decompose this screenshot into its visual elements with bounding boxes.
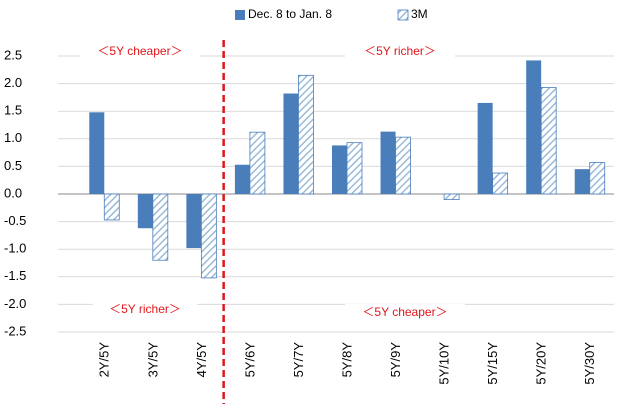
- annotation: ＜5Y cheaper＞: [362, 305, 447, 319]
- bar: [152, 193, 169, 261]
- y-tick-label: -0.5: [4, 213, 26, 228]
- y-tick-label: 1.0: [4, 130, 22, 145]
- x-tick-label: 5Y/20Y: [534, 342, 549, 385]
- bar: [477, 102, 493, 194]
- bar: [540, 87, 557, 195]
- x-tick-label: 5Y/15Y: [485, 342, 500, 385]
- legend-label: Dec. 8 to Jan. 8: [248, 7, 332, 21]
- y-tick-label: -1.0: [4, 241, 26, 256]
- annotation: ＜5Y cheaper＞: [97, 44, 182, 58]
- bar: [89, 112, 105, 194]
- x-tick-label: 4Y/5Y: [194, 342, 209, 378]
- bar: [443, 193, 460, 200]
- x-tick-label: 5Y/7Y: [291, 342, 306, 378]
- annotation: ＜5Y richer＞: [364, 44, 436, 58]
- x-tick-label: 2Y/5Y: [97, 342, 112, 378]
- bar: [395, 136, 411, 195]
- x-tick-label: 5Y/10Y: [437, 342, 452, 385]
- y-tick-label: 2.0: [4, 75, 22, 90]
- x-tick-label: 5Y/30Y: [582, 342, 597, 385]
- y-tick-label: -2.0: [4, 296, 26, 311]
- bar: [186, 194, 202, 249]
- y-tick-label: 0.0: [4, 185, 22, 200]
- bar: [200, 193, 217, 279]
- annotation-bg: [80, 43, 200, 61]
- bar: [283, 93, 299, 194]
- annotation-bg: [345, 43, 455, 61]
- bar: [249, 131, 266, 195]
- annotation-bg: [93, 301, 197, 319]
- legend-swatch: [235, 10, 245, 20]
- bar: [380, 131, 396, 194]
- y-tick-label: -1.5: [4, 268, 26, 283]
- bar: [137, 194, 153, 229]
- bar: [589, 162, 606, 195]
- annotation: ＜5Y richer＞: [109, 302, 181, 316]
- bar: [234, 164, 250, 194]
- y-tick-label: 2.5: [4, 47, 22, 62]
- bar: [298, 74, 314, 195]
- legend-swatch: [397, 9, 409, 21]
- x-tick-label: 5Y/6Y: [242, 342, 257, 378]
- x-tick-label: 5Y/8Y: [339, 342, 354, 378]
- legend-label: 3M: [411, 7, 428, 21]
- y-tick-label: 1.5: [4, 103, 22, 118]
- y-tick-label: -2.5: [4, 323, 26, 338]
- y-tick-label: 0.5: [4, 158, 22, 173]
- x-tick-label: 5Y/9Y: [388, 342, 403, 378]
- x-tick-label: 3Y/5Y: [145, 342, 160, 378]
- bar: [103, 193, 120, 221]
- bar: [574, 169, 590, 194]
- bar: [332, 145, 347, 194]
- bar: [526, 60, 542, 194]
- bar: [346, 142, 363, 195]
- annotation-bg: [345, 304, 465, 322]
- bar: [492, 172, 509, 195]
